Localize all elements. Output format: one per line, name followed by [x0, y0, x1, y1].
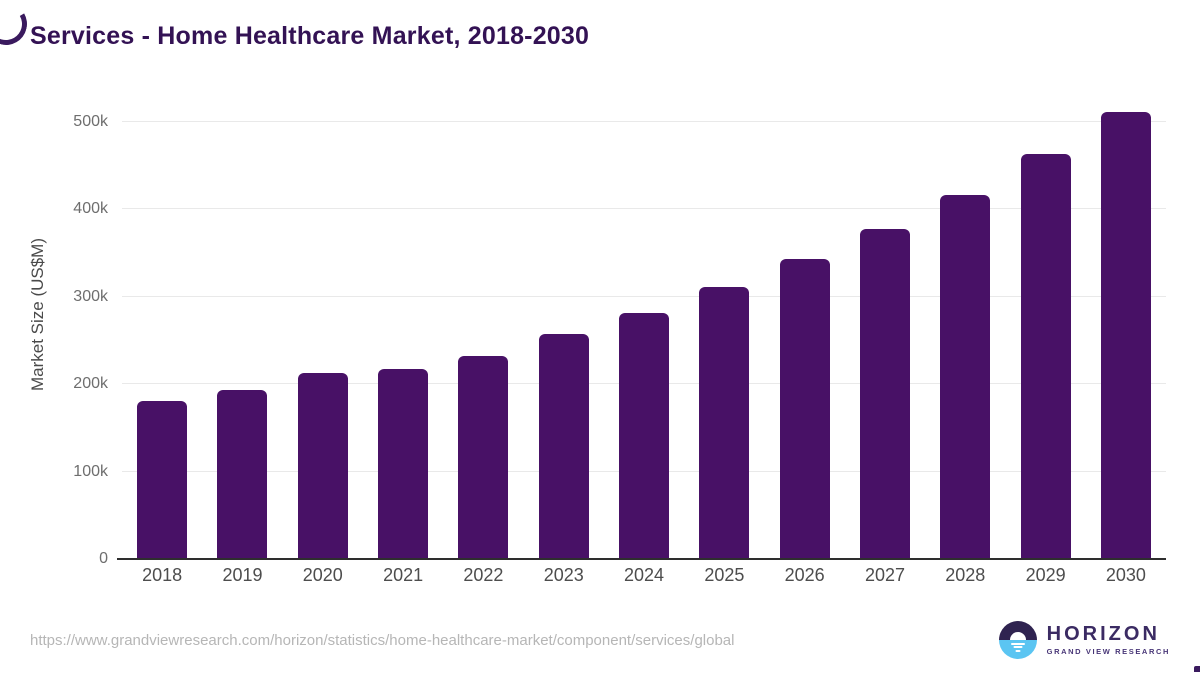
x-label-2022: 2022 — [463, 565, 504, 585]
y-tick-400k: 400k — [73, 200, 108, 218]
source-url: https://www.grandviewresearch.com/horizo… — [30, 631, 735, 649]
bar-slot-2018 — [122, 99, 202, 559]
y-tick-300k: 300k — [73, 287, 108, 305]
bar-chart: 0 100k 200k 300k 400k 500k — [73, 99, 1166, 567]
gridline-500k — [122, 121, 1166, 122]
horizon-logo: HORIZON GRAND VIEW RESEARCH — [998, 621, 1170, 659]
bar-2018 — [137, 400, 188, 559]
bar-2026 — [779, 259, 830, 559]
bar-2023 — [538, 334, 589, 559]
x-label-2029: 2029 — [1025, 565, 1066, 585]
x-axis-line — [117, 558, 1166, 560]
sun-reflection-line — [1015, 649, 1021, 652]
decorative-corner-mark — [1194, 666, 1200, 672]
y-tick-0: 0 — [99, 550, 108, 567]
bar-slot-2028 — [925, 99, 1005, 559]
bar-2030 — [1100, 111, 1151, 559]
logo-subtitle: GRAND VIEW RESEARCH — [1046, 647, 1170, 657]
bar-slot-2021 — [363, 99, 443, 559]
x-axis-labels: 2018 2019 2020 2021 2022 2023 2024 2025 2026 2027… — [122, 565, 1166, 586]
x-label-2020: 2020 — [302, 565, 343, 585]
x-label-2019: 2019 — [222, 565, 263, 585]
gridline-300k — [122, 295, 1166, 297]
x-label-2028: 2028 — [945, 565, 986, 585]
y-tick-200k: 200k — [73, 375, 108, 393]
horizon-sun-icon — [998, 621, 1037, 659]
x-label-2024: 2024 — [624, 565, 665, 585]
x-label-2027: 2027 — [864, 565, 905, 585]
gridline-400k — [122, 208, 1166, 210]
bar-2027 — [859, 228, 910, 559]
bar-slot-2020 — [283, 99, 363, 559]
bar-2020 — [297, 372, 348, 559]
bar-2019 — [217, 390, 268, 559]
x-label-2023: 2023 — [543, 565, 584, 585]
bar-slot-2027 — [845, 99, 925, 559]
bar-slot-2025 — [684, 99, 764, 559]
bar-2024 — [619, 312, 670, 559]
y-tick-100k: 100k — [73, 462, 108, 480]
bar-2022 — [458, 356, 509, 559]
logo-name: HORIZON — [1046, 623, 1160, 646]
bar-slot-2022 — [443, 99, 523, 559]
bar-slot-2023 — [524, 99, 604, 559]
bar-slot-2030 — [1086, 99, 1166, 559]
x-label-2030: 2030 — [1105, 565, 1146, 585]
page-title: Services - Home Healthcare Market, 2018-… — [30, 22, 590, 50]
bar-slot-2026 — [765, 99, 845, 559]
bar-2025 — [699, 287, 750, 559]
bar-2029 — [1020, 154, 1071, 559]
sun-reflection-line — [1013, 646, 1023, 648]
decorative-corner-arc — [0, 0, 32, 50]
logo-text: HORIZON GRAND VIEW RESEARCH — [1047, 624, 1170, 656]
sun-reflection-line — [1010, 642, 1025, 645]
x-label-2026: 2026 — [784, 565, 825, 585]
bar-2021 — [378, 369, 429, 559]
bar-slot-2024 — [604, 99, 684, 559]
x-label-2021: 2021 — [383, 565, 424, 585]
y-tick-500k: 500k — [73, 113, 108, 130]
x-label-2018: 2018 — [142, 565, 183, 585]
x-label-2025: 2025 — [704, 565, 745, 585]
bars-row — [122, 99, 1166, 559]
bar-2028 — [940, 194, 991, 559]
y-axis-title: Market Size (US$M) — [28, 238, 47, 392]
bar-slot-2019 — [202, 99, 282, 559]
bar-slot-2029 — [1005, 99, 1085, 559]
footer: https://www.grandviewresearch.com/horizo… — [30, 621, 1170, 659]
sun-glyph — [1009, 632, 1026, 640]
